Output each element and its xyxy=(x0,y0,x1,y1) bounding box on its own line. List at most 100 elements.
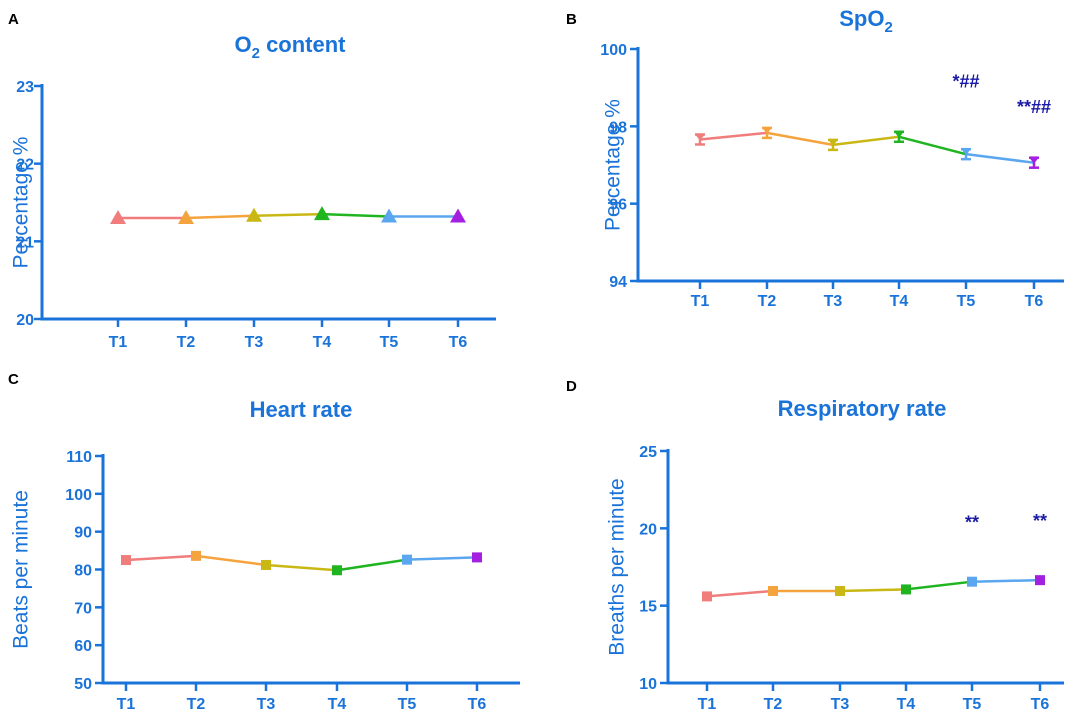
data-point-t2 xyxy=(762,126,772,140)
series-segment xyxy=(406,556,478,561)
series-segment xyxy=(832,135,900,147)
data-point-t5 xyxy=(402,554,412,565)
y-tick-label: 22 xyxy=(16,157,34,174)
y-tick-label: 96 xyxy=(609,197,627,214)
panel-letter: B xyxy=(566,11,577,28)
chart-title: Respiratory rate xyxy=(778,396,947,421)
x-tick-label-t6: T6 xyxy=(449,334,468,351)
panel-c: C Heart rate 50 60 70 80 90 100 110 Beats per min… xyxy=(8,371,520,713)
significance-annotation: *## xyxy=(952,72,979,92)
series-segment xyxy=(965,152,1035,164)
data-point-t3 xyxy=(246,207,262,222)
panel-letter: D xyxy=(566,378,577,395)
x-tick-label-t1: T1 xyxy=(109,334,128,351)
data-point-t5 xyxy=(967,576,977,587)
y-tick-label: 70 xyxy=(74,600,92,617)
x-tick-label-t2: T2 xyxy=(764,696,783,713)
y-tick-label: 15 xyxy=(639,599,657,616)
panel-a: A O2 content 20 21 22 23 Percentage % T1 T2 T3 T4 T… xyxy=(8,11,496,351)
data-point-t6 xyxy=(1035,575,1045,586)
x-tick-label-t6: T6 xyxy=(468,696,487,713)
x-tick-label-t5: T5 xyxy=(380,334,399,351)
x-tick-label-t2: T2 xyxy=(177,334,196,351)
data-point-t6 xyxy=(472,552,482,563)
panel-letter: A xyxy=(8,11,19,28)
chart-title: SpO2 xyxy=(839,6,893,36)
series-segment xyxy=(905,580,973,591)
panel-d: D Respiratory rate 10 15 20 25 Breaths per min… xyxy=(566,378,1064,713)
data-point-t2 xyxy=(178,210,194,225)
x-tick-label-t4: T4 xyxy=(890,293,909,310)
data-point-t4 xyxy=(314,206,330,221)
y-tick-label: 110 xyxy=(66,449,92,466)
y-tick-label: 23 xyxy=(16,79,34,96)
data-point-t2 xyxy=(191,550,201,561)
x-tick-label-t6: T6 xyxy=(1031,696,1050,713)
data-point-t1 xyxy=(121,555,131,566)
x-tick-label-t3: T3 xyxy=(245,334,264,351)
y-tick-label: 60 xyxy=(74,638,92,655)
x-tick-label-t5: T5 xyxy=(957,293,976,310)
series-segment xyxy=(125,554,197,562)
data-point-t3 xyxy=(828,138,838,152)
x-tick-label-t1: T1 xyxy=(691,293,710,310)
data-point-t6 xyxy=(1029,156,1039,169)
panel-letter: C xyxy=(8,371,19,388)
series-segment xyxy=(265,563,338,572)
x-tick-label-t4: T4 xyxy=(328,696,347,713)
series-segment xyxy=(971,578,1041,583)
x-tick-label-t1: T1 xyxy=(698,696,717,713)
significance-annotation: ** xyxy=(1033,511,1047,531)
x-tick-label-t2: T2 xyxy=(758,293,777,310)
y-tick-label: 94 xyxy=(609,274,627,291)
x-tick-label-t2: T2 xyxy=(187,696,206,713)
chart-title: Heart rate xyxy=(250,397,353,422)
significance-annotation: ** xyxy=(965,512,979,532)
y-axis-label: Beats per minute xyxy=(10,490,33,649)
significance-annotation: **## xyxy=(1017,97,1051,117)
chart-title: O2 content xyxy=(234,32,346,62)
series-segment xyxy=(253,212,323,217)
y-tick-label: 98 xyxy=(609,119,627,136)
data-point-t4 xyxy=(894,130,904,144)
series-segment xyxy=(898,135,967,156)
x-tick-label-t4: T4 xyxy=(897,696,916,713)
y-tick-label: 80 xyxy=(74,563,92,580)
y-axis-label: Percentage % xyxy=(602,99,625,231)
data-point-t6 xyxy=(450,208,466,223)
x-tick-label-t5: T5 xyxy=(398,696,417,713)
data-point-t2 xyxy=(768,585,778,596)
series-segment xyxy=(699,131,768,141)
data-point-t4 xyxy=(332,565,342,576)
y-tick-label: 20 xyxy=(639,521,657,538)
data-point-t5 xyxy=(961,147,971,161)
data-point-t3 xyxy=(261,559,271,570)
x-tick-label-t4: T4 xyxy=(313,334,332,351)
y-axis-label: Percentage % xyxy=(10,137,33,269)
series-segment xyxy=(185,214,255,220)
y-tick-label: 50 xyxy=(74,676,92,693)
data-point-t5 xyxy=(381,208,397,223)
x-tick-label-t1: T1 xyxy=(117,696,136,713)
series-segment xyxy=(766,131,834,147)
data-point-t1 xyxy=(110,210,126,225)
data-point-t3 xyxy=(835,585,845,596)
data-point-t4 xyxy=(901,584,911,595)
y-tick-label: 25 xyxy=(639,444,657,461)
y-tick-label: 10 xyxy=(639,676,657,693)
y-tick-label: 90 xyxy=(74,525,92,542)
series-segment xyxy=(839,588,907,593)
y-tick-label: 20 xyxy=(16,312,34,329)
data-point-t1 xyxy=(695,133,705,146)
x-tick-label-t5: T5 xyxy=(963,696,982,713)
y-tick-label: 21 xyxy=(16,234,34,251)
series-segment xyxy=(706,589,774,598)
panel-b: B SpO2 94 96 98 100 Percentage % T1 T2 T3 T4 T5 T6 *#… xyxy=(566,6,1064,310)
series-segment xyxy=(336,558,408,572)
x-tick-label-t3: T3 xyxy=(824,293,843,310)
y-axis-label: Breaths per minute xyxy=(606,478,629,655)
y-tick-label: 100 xyxy=(65,487,92,504)
data-point-t1 xyxy=(702,591,712,602)
x-tick-label-t3: T3 xyxy=(257,696,276,713)
